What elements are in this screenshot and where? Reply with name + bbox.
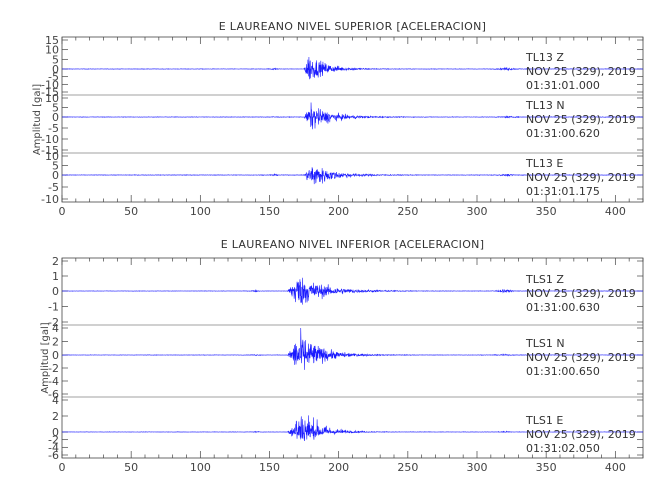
y-tick-label: 0 bbox=[52, 169, 59, 182]
date-label: NOV 25 (329), 2019 bbox=[526, 65, 636, 78]
y-tick-label: -6 bbox=[48, 388, 59, 401]
y-tick-label: 10 bbox=[45, 92, 59, 105]
x-tick-label: 100 bbox=[190, 461, 211, 474]
x-tick-label: 200 bbox=[328, 461, 349, 474]
y-tick-label: -15 bbox=[41, 144, 59, 157]
x-tick-label: 250 bbox=[397, 205, 418, 218]
y-tick-label: -5 bbox=[48, 181, 59, 194]
y-tick-label: -4 bbox=[48, 441, 59, 454]
y-tick-label: 0 bbox=[52, 111, 59, 124]
y-tick-label: -2 bbox=[48, 362, 59, 375]
time-label: 01:31:02.050 bbox=[526, 442, 600, 455]
x-tick-label: 0 bbox=[59, 461, 66, 474]
seismic-trace-tls1-z bbox=[61, 277, 643, 305]
y-tick-label: -1 bbox=[48, 301, 59, 314]
station-label: TL13 Z bbox=[525, 51, 564, 64]
y-axis-label: Amplitud [gal] bbox=[40, 322, 51, 393]
y-tick-label: -2 bbox=[48, 434, 59, 447]
seismic-trace-tl13-n bbox=[61, 102, 644, 130]
date-label: NOV 25 (329), 2019 bbox=[526, 428, 636, 441]
x-tick-label: 0 bbox=[59, 205, 66, 218]
y-tick-label: 4 bbox=[52, 394, 59, 407]
y-tick-label: -10 bbox=[41, 133, 59, 146]
time-label: 01:31:01.000 bbox=[526, 79, 600, 92]
y-tick-label: -10 bbox=[41, 193, 59, 206]
y-tick-label: -5 bbox=[48, 122, 59, 135]
x-tick-label: 250 bbox=[397, 461, 418, 474]
y-tick-label: 5 bbox=[52, 53, 59, 66]
station-label: TL13 N bbox=[525, 99, 565, 112]
y-tick-label: 0 bbox=[52, 426, 59, 439]
y-tick-label: 5 bbox=[52, 102, 59, 115]
y-tick-label: 4 bbox=[52, 322, 59, 335]
y-tick-label: 0 bbox=[52, 285, 59, 298]
x-tick-label: 400 bbox=[605, 461, 626, 474]
y-tick-label: 10 bbox=[45, 44, 59, 57]
x-tick-label: 150 bbox=[259, 205, 280, 218]
x-tick-label: 200 bbox=[328, 205, 349, 218]
seismic-trace-tls1-n bbox=[61, 327, 644, 370]
date-label: NOV 25 (329), 2019 bbox=[526, 113, 636, 126]
y-tick-label: -5 bbox=[48, 71, 59, 84]
x-tick-label: 300 bbox=[467, 205, 488, 218]
time-label: 01:31:01.175 bbox=[526, 185, 600, 198]
y-tick-label: -10 bbox=[41, 78, 59, 91]
y-tick-label: 2 bbox=[52, 336, 59, 349]
seismic-trace-tl13-z bbox=[61, 56, 644, 80]
y-tick-label: 5 bbox=[52, 160, 59, 173]
x-tick-label: 50 bbox=[124, 461, 138, 474]
y-axis-label: Amplitud [gal] bbox=[32, 84, 43, 155]
x-tick-label: 300 bbox=[467, 461, 488, 474]
station-label: TLS1 N bbox=[525, 337, 565, 350]
station-label: TLS1 Z bbox=[525, 273, 564, 286]
x-tick-label: 150 bbox=[259, 461, 280, 474]
y-tick-label: -4 bbox=[48, 375, 59, 388]
y-tick-label: 15 bbox=[45, 34, 59, 47]
y-tick-label: -15 bbox=[41, 86, 59, 99]
y-tick-label: -2 bbox=[48, 316, 59, 329]
x-tick-label: 350 bbox=[536, 205, 557, 218]
time-label: 01:31:00.650 bbox=[526, 365, 600, 378]
time-label: 01:31:00.630 bbox=[526, 301, 600, 314]
seismic-trace-tl13-e bbox=[61, 167, 644, 185]
station-label: TLS1 E bbox=[525, 414, 563, 427]
x-tick-label: 350 bbox=[536, 461, 557, 474]
y-tick-label: 2 bbox=[52, 410, 59, 423]
y-tick-label: 2 bbox=[52, 255, 59, 268]
station-label: TL13 E bbox=[525, 157, 563, 170]
y-tick-label: 1 bbox=[52, 270, 59, 283]
y-tick-label: -6 bbox=[48, 449, 59, 462]
x-tick-label: 100 bbox=[190, 205, 211, 218]
y-tick-label: 0 bbox=[52, 349, 59, 362]
date-label: NOV 25 (329), 2019 bbox=[526, 351, 636, 364]
date-label: NOV 25 (329), 2019 bbox=[526, 287, 636, 300]
y-tick-label: 0 bbox=[52, 63, 59, 76]
x-tick-label: 400 bbox=[605, 205, 626, 218]
time-label: 01:31:00.620 bbox=[526, 127, 600, 140]
chart-title: E LAUREANO NIVEL SUPERIOR [ACELERACION] bbox=[219, 20, 486, 33]
y-tick-label: 10 bbox=[45, 150, 59, 163]
x-tick-label: 50 bbox=[124, 205, 138, 218]
chart-title: E LAUREANO NIVEL INFERIOR [ACELERACION] bbox=[221, 238, 485, 251]
date-label: NOV 25 (329), 2019 bbox=[526, 171, 636, 184]
seismic-trace-tls1-e bbox=[61, 415, 644, 442]
